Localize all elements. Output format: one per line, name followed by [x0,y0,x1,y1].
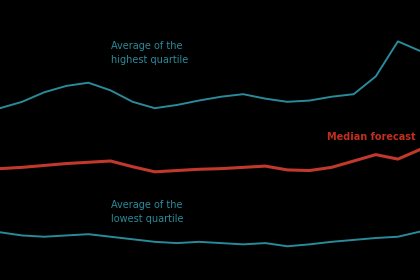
Text: Median forecast: Median forecast [327,132,416,142]
Text: Average of the
lowest quartile: Average of the lowest quartile [110,200,183,224]
Text: Average of the
highest quartile: Average of the highest quartile [110,41,188,65]
